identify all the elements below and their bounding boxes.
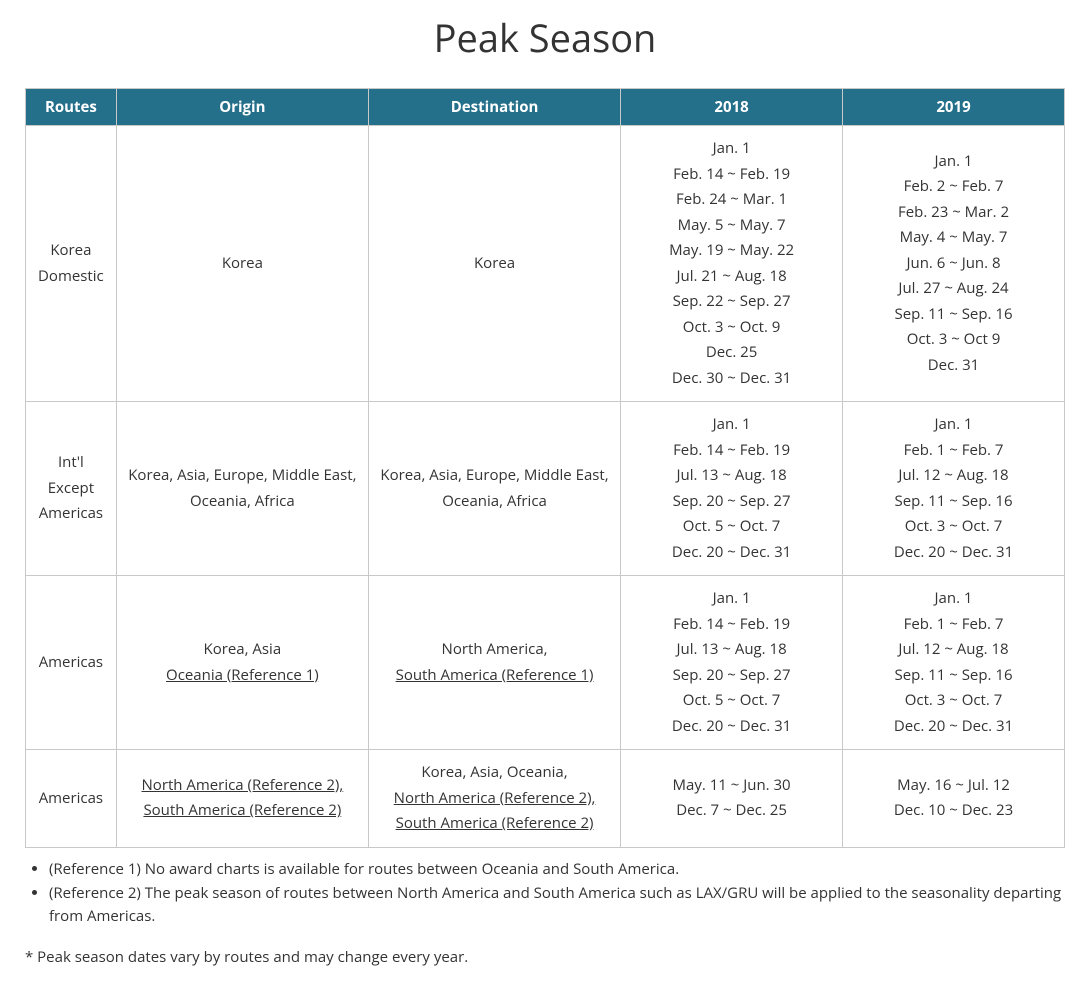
date-range-2018: Sep. 20 ~ Sep. 27 (629, 663, 834, 689)
destination-line: Korea, Asia, Oceania, (377, 760, 612, 786)
peak-season-table: Routes Origin Destination 2018 2019 Kore… (25, 88, 1065, 848)
cell-2019: Jan. 1Feb. 2 ~ Feb. 7Feb. 23 ~ Mar. 2May… (843, 126, 1065, 402)
cell-destination: Korea, Asia, Oceania,North America (Refe… (368, 750, 620, 848)
date-range-2019: May. 16 ~ Jul. 12 (851, 773, 1056, 799)
date-range-2018: Dec. 20 ~ Dec. 31 (629, 540, 834, 566)
cell-origin: North America (Reference 2),South Americ… (116, 750, 368, 848)
col-2018: 2018 (621, 89, 843, 126)
cell-origin: Korea (116, 126, 368, 402)
date-range-2018: Sep. 20 ~ Sep. 27 (629, 489, 834, 515)
cell-destination: Korea (368, 126, 620, 402)
table-header-row: Routes Origin Destination 2018 2019 (26, 89, 1065, 126)
cell-origin: Korea, AsiaOceania (Reference 1) (116, 576, 368, 750)
date-range-2018: Jul. 13 ~ Aug. 18 (629, 463, 834, 489)
date-range-2018: Jan. 1 (629, 136, 834, 162)
col-2019: 2019 (843, 89, 1065, 126)
date-range-2018: May. 5 ~ May. 7 (629, 213, 834, 239)
origin-line: Korea, Asia, Europe, Middle East, Oceani… (125, 463, 360, 514)
date-range-2018: Feb. 14 ~ Feb. 19 (629, 612, 834, 638)
table-row: AmericasNorth America (Reference 2),Sout… (26, 750, 1065, 848)
origin-line: South America (Reference 2) (125, 798, 360, 824)
table-row: Int'l Except AmericasKorea, Asia, Europe… (26, 402, 1065, 576)
cell-destination: North America,South America (Reference 1… (368, 576, 620, 750)
origin-line: Korea, Asia (125, 637, 360, 663)
page-title: Peak Season (25, 12, 1065, 64)
col-origin: Origin (116, 89, 368, 126)
date-range-2019: Jul. 27 ~ Aug. 24 (851, 276, 1056, 302)
cell-2018: Jan. 1Feb. 14 ~ Feb. 19Feb. 24 ~ Mar. 1M… (621, 126, 843, 402)
date-range-2018: Dec. 20 ~ Dec. 31 (629, 714, 834, 740)
date-range-2018: Jul. 21 ~ Aug. 18 (629, 264, 834, 290)
date-range-2019: Jul. 12 ~ Aug. 18 (851, 637, 1056, 663)
reference-item: (Reference 2) The peak season of routes … (49, 882, 1065, 927)
date-range-2019: Oct. 3 ~ Oct 9 (851, 327, 1056, 353)
cell-origin: Korea, Asia, Europe, Middle East, Oceani… (116, 402, 368, 576)
date-range-2019: Dec. 31 (851, 353, 1056, 379)
date-range-2018: Feb. 14 ~ Feb. 19 (629, 438, 834, 464)
cell-route: Americas (26, 750, 117, 848)
date-range-2019: May. 4 ~ May. 7 (851, 225, 1056, 251)
date-range-2018: Jul. 13 ~ Aug. 18 (629, 637, 834, 663)
date-range-2018: Oct. 5 ~ Oct. 7 (629, 514, 834, 540)
date-range-2019: Jan. 1 (851, 586, 1056, 612)
cell-2019: Jan. 1Feb. 1 ~ Feb. 7Jul. 12 ~ Aug. 18Se… (843, 402, 1065, 576)
cell-2018: Jan. 1Feb. 14 ~ Feb. 19Jul. 13 ~ Aug. 18… (621, 402, 843, 576)
date-range-2019: Dec. 20 ~ Dec. 31 (851, 714, 1056, 740)
date-range-2019: Jun. 6 ~ Jun. 8 (851, 251, 1056, 277)
origin-line: Korea (125, 251, 360, 277)
cell-2018: May. 11 ~ Jun. 30Dec. 7 ~ Dec. 25 (621, 750, 843, 848)
date-range-2018: Jan. 1 (629, 586, 834, 612)
date-range-2018: Dec. 30 ~ Dec. 31 (629, 366, 834, 392)
destination-line: South America (Reference 1) (377, 663, 612, 689)
date-range-2019: Feb. 23 ~ Mar. 2 (851, 200, 1056, 226)
date-range-2019: Feb. 1 ~ Feb. 7 (851, 438, 1056, 464)
date-range-2018: Dec. 7 ~ Dec. 25 (629, 798, 834, 824)
col-routes: Routes (26, 89, 117, 126)
date-range-2019: Sep. 11 ~ Sep. 16 (851, 489, 1056, 515)
date-range-2019: Oct. 3 ~ Oct. 7 (851, 688, 1056, 714)
date-range-2019: Feb. 1 ~ Feb. 7 (851, 612, 1056, 638)
date-range-2018: Feb. 24 ~ Mar. 1 (629, 187, 834, 213)
references-list: (Reference 1) No award charts is availab… (25, 858, 1065, 928)
date-range-2018: Sep. 22 ~ Sep. 27 (629, 289, 834, 315)
date-range-2018: Feb. 14 ~ Feb. 19 (629, 162, 834, 188)
destination-line: North America, (377, 637, 612, 663)
cell-2019: Jan. 1Feb. 1 ~ Feb. 7Jul. 12 ~ Aug. 18Se… (843, 576, 1065, 750)
destination-line: North America (Reference 2), (377, 786, 612, 812)
date-range-2018: Oct. 3 ~ Oct. 9 (629, 315, 834, 341)
date-range-2018: Dec. 25 (629, 340, 834, 366)
date-range-2019: Jan. 1 (851, 149, 1056, 175)
table-row: Korea DomesticKoreaKoreaJan. 1Feb. 14 ~ … (26, 126, 1065, 402)
origin-line: North America (Reference 2), (125, 773, 360, 799)
date-range-2019: Dec. 20 ~ Dec. 31 (851, 540, 1056, 566)
date-range-2019: Jan. 1 (851, 412, 1056, 438)
date-range-2019: Jul. 12 ~ Aug. 18 (851, 463, 1056, 489)
date-range-2019: Feb. 2 ~ Feb. 7 (851, 174, 1056, 200)
cell-destination: Korea, Asia, Europe, Middle East, Oceani… (368, 402, 620, 576)
table-row: AmericasKorea, AsiaOceania (Reference 1)… (26, 576, 1065, 750)
date-range-2018: Oct. 5 ~ Oct. 7 (629, 688, 834, 714)
date-range-2019: Dec. 10 ~ Dec. 23 (851, 798, 1056, 824)
cell-route: Korea Domestic (26, 126, 117, 402)
date-range-2018: May. 19 ~ May. 22 (629, 238, 834, 264)
date-range-2019: Sep. 11 ~ Sep. 16 (851, 302, 1056, 328)
date-range-2018: Jan. 1 (629, 412, 834, 438)
cell-2019: May. 16 ~ Jul. 12Dec. 10 ~ Dec. 23 (843, 750, 1065, 848)
cell-route: Int'l Except Americas (26, 402, 117, 576)
destination-line: South America (Reference 2) (377, 811, 612, 837)
date-range-2019: Sep. 11 ~ Sep. 16 (851, 663, 1056, 689)
reference-item: (Reference 1) No award charts is availab… (49, 858, 1065, 881)
origin-line: Oceania (Reference 1) (125, 663, 360, 689)
date-range-2019: Oct. 3 ~ Oct. 7 (851, 514, 1056, 540)
destination-line: Korea, Asia, Europe, Middle East, Oceani… (377, 463, 612, 514)
cell-route: Americas (26, 576, 117, 750)
destination-line: Korea (377, 251, 612, 277)
cell-2018: Jan. 1Feb. 14 ~ Feb. 19Jul. 13 ~ Aug. 18… (621, 576, 843, 750)
footnote: * Peak season dates vary by routes and m… (25, 947, 1065, 967)
col-destination: Destination (368, 89, 620, 126)
date-range-2018: May. 11 ~ Jun. 30 (629, 773, 834, 799)
